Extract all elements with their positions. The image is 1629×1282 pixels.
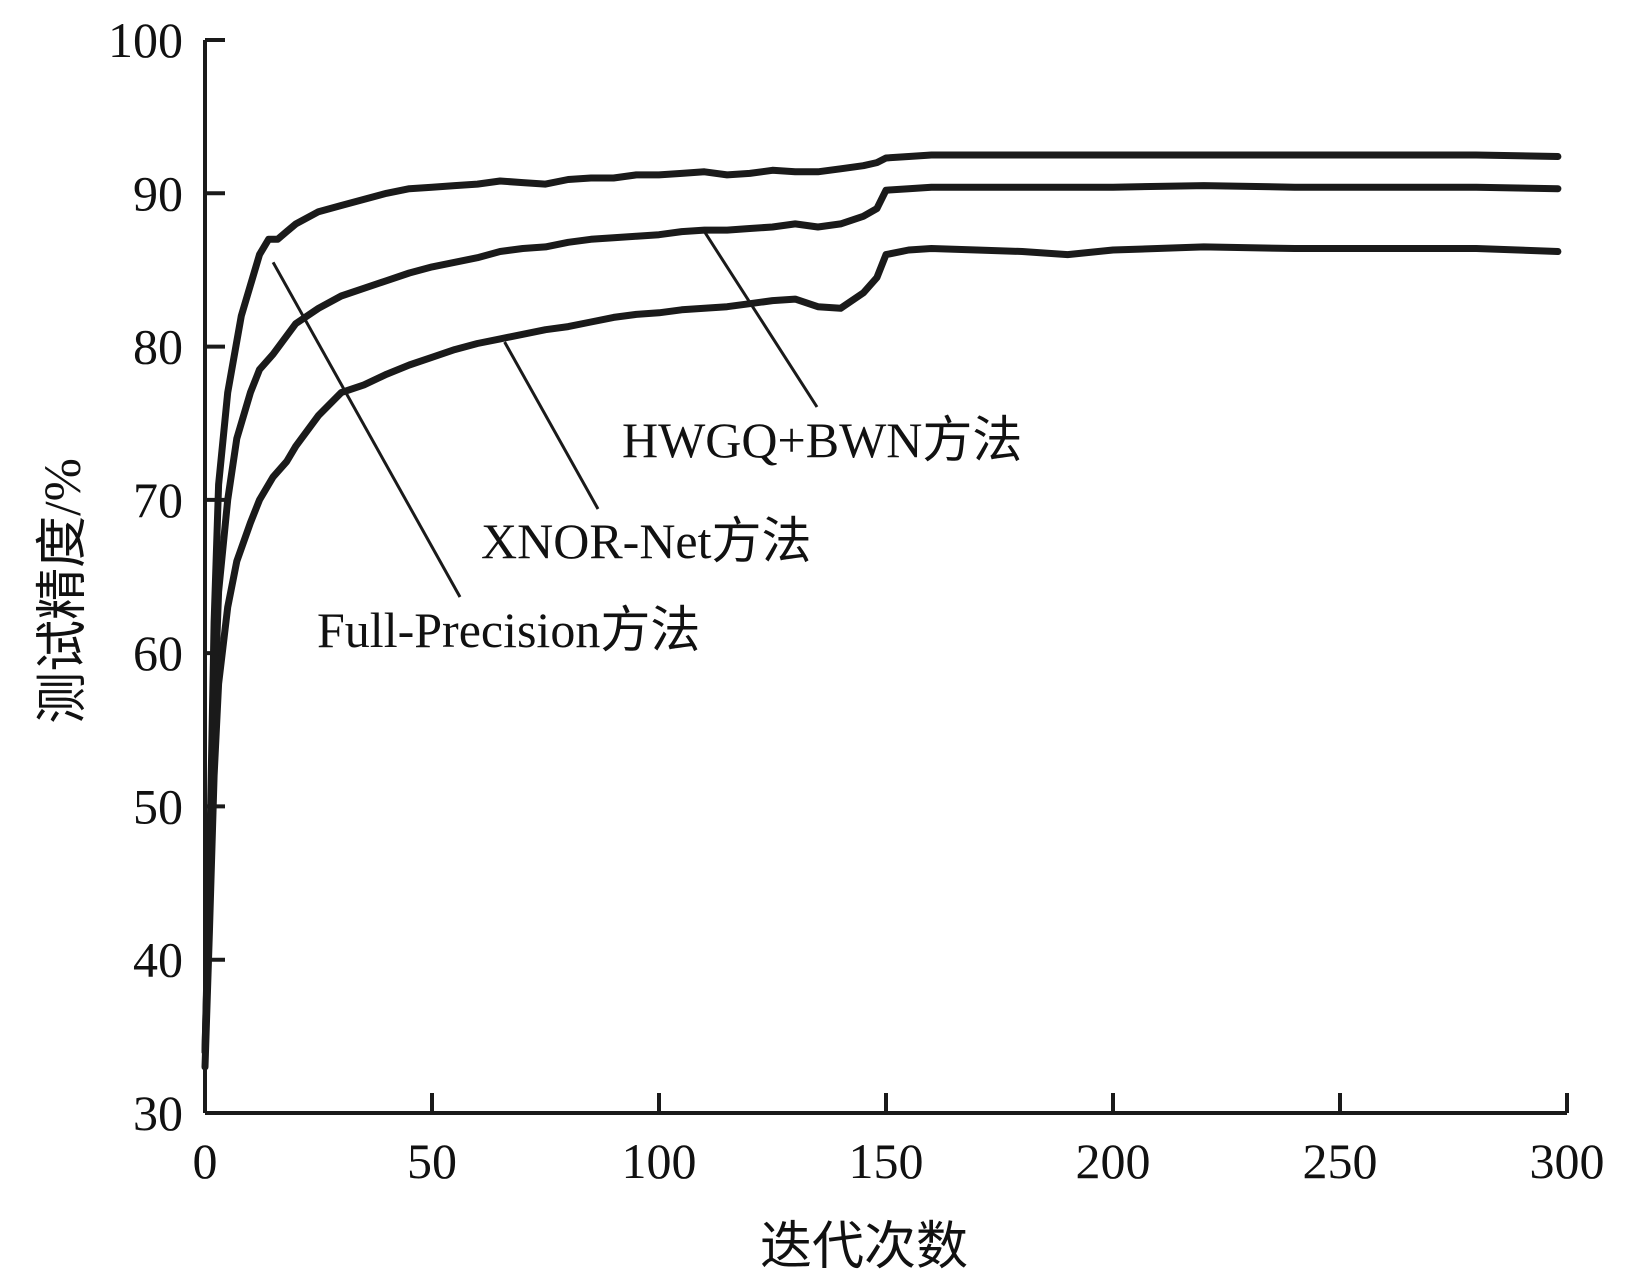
x-tick-label: 0 [193,1133,218,1189]
annotation-leader-0 [703,230,819,408]
y-tick-label: 70 [133,472,183,528]
x-tick-label: 150 [849,1133,924,1189]
y-tick-label: 50 [133,778,183,834]
x-tick-label: 300 [1530,1133,1605,1189]
annotation-hwgq-bwn: HWGQ+BWN方法 [622,412,1022,468]
y-tick-label: 30 [133,1085,183,1141]
y-tick-label: 90 [133,165,183,221]
y-axis-title: 测试精度/% [35,458,92,724]
annotation-leader-2 [271,261,462,598]
annotation-xnor-net: XNOR-Net方法 [481,513,812,569]
annotation-leader-1 [503,341,600,510]
series-layer [201,151,1562,1071]
x-axis-title: 迭代次数 [760,1219,968,1276]
annotation-leaders [271,230,819,598]
x-tick-label: 250 [1303,1133,1378,1189]
x-tick-label: 100 [622,1133,697,1189]
x-tick-label: 50 [407,1133,457,1189]
series-line-0 [201,151,1562,1056]
y-tick-label: 40 [133,932,183,988]
series-line-2 [201,243,1562,1071]
x-tick-label: 200 [1076,1133,1151,1189]
y-tick-label: 100 [108,12,183,68]
y-tick-label: 60 [133,625,183,681]
ticks: 0 50 100 150 200 250 300 30 40 50 60 70 80 90 100 [108,12,1605,1189]
annotation-full-precision: Full-Precision方法 [317,602,700,658]
axes [203,40,1567,1115]
series-line-1 [201,182,1562,1056]
y-tick-label: 80 [133,319,183,375]
